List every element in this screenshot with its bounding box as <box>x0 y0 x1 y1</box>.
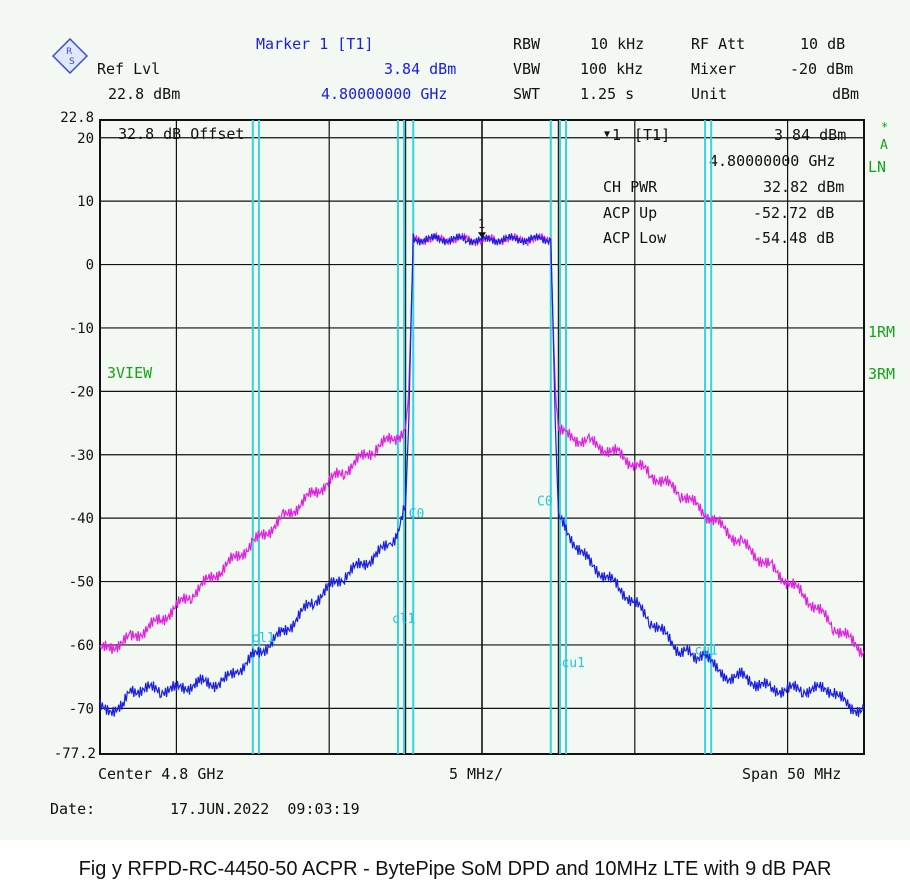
acp-up-value: -52.72 dB <box>753 204 835 222</box>
y-tick-label: -30 <box>69 448 94 464</box>
channel-label: cu1 <box>561 656 584 671</box>
plot-frame <box>99 119 865 755</box>
marker1-label: [T1] <box>634 126 671 144</box>
mixer-value: -20 dBm <box>790 60 854 78</box>
vbw-value: 100 kHz <box>580 60 644 78</box>
rbw-value: 10 kHz <box>590 35 645 53</box>
marker1-frequency: 4.80000000 GHz <box>709 152 836 170</box>
division-label: 5 MHz/ <box>449 765 504 783</box>
y-tick-label: -70 <box>69 701 94 717</box>
date-label: Date: <box>50 800 96 818</box>
channel-label: cl1 <box>392 612 415 627</box>
analyzer-screen: R S Marker 1 [T1] Ref Lvl 3.84 dBm 22.8 … <box>0 0 910 840</box>
swt-value: 1.25 s <box>580 85 635 103</box>
ch-pwr-label: CH PWR <box>603 178 658 196</box>
y-tick-label: 10 <box>77 194 94 210</box>
marker1-value: 3.84 dBm <box>774 126 847 144</box>
ch-pwr-value: 32.82 dBm <box>763 178 845 196</box>
trace-3rm-indicator: 3RM <box>868 365 896 383</box>
ref-level-label: Ref Lvl <box>97 60 161 78</box>
span-label: Span 50 MHz <box>742 765 842 783</box>
swt-label: SWT <box>513 85 541 103</box>
rf-att-label: RF Att <box>691 35 746 53</box>
marker-level: 3.84 dBm <box>384 60 457 78</box>
spectrum-plot: 20 10 0 -10 -20 -30 -40 -50 -60 -70 22.8 -77.2 C0 C0 c… <box>54 110 865 762</box>
marker-label: 1 <box>478 217 485 231</box>
acp-up-label: ACP Up <box>603 204 658 222</box>
marker-frequency: 4.80000000 GHz <box>321 85 448 103</box>
channel-label: C0 <box>537 494 553 509</box>
view-indicator: 3VIEW <box>107 364 153 382</box>
channel-label: C0 <box>409 507 425 522</box>
unit-value: dBm <box>832 85 860 103</box>
channel-label: cl1 <box>251 631 274 646</box>
rohde-schwarz-logo-icon: R S <box>52 38 88 74</box>
marker-point <box>478 232 486 239</box>
svg-text:R: R <box>66 47 72 57</box>
y-tick-label: -10 <box>69 321 94 337</box>
marker-info-box: ▼ 1 [T1] 3.84 dBm 4.80000000 GHz CH PWR … <box>596 125 864 255</box>
y-tick-label: 0 <box>86 258 94 274</box>
y-tick-label: -40 <box>69 511 94 527</box>
acp-low-label: ACP Low <box>603 229 667 247</box>
y-tick-label: -60 <box>69 638 94 654</box>
mixer-label: Mixer <box>691 60 737 78</box>
rbw-label: RBW <box>513 35 541 53</box>
trace-line-2 <box>99 233 865 718</box>
acp-low-value: -54.48 dB <box>753 229 835 247</box>
channel-label: cu1 <box>694 643 717 658</box>
marker-triangle-icon: ▼ <box>604 129 611 140</box>
marker-title: Marker 1 [T1] <box>256 35 374 53</box>
svg-text:S: S <box>69 57 75 67</box>
figure-caption: Fig y RFPD-RC-4450-50 ACPR - BytePipe So… <box>78 858 832 880</box>
rf-att-value: 10 dB <box>800 35 846 53</box>
ref-level-value: 22.8 dBm <box>108 85 181 103</box>
trace-a-indicator: A <box>880 138 888 153</box>
date-value: 17.JUN.2022 09:03:19 <box>170 800 360 818</box>
y-tick-label: 20 <box>77 131 94 147</box>
unit-label: Unit <box>691 85 728 103</box>
y-bottom-label: -77.2 <box>54 746 96 762</box>
y-top-label: 22.8 <box>60 110 94 126</box>
star-indicator: * <box>881 120 889 134</box>
y-tick-label: -50 <box>69 575 94 591</box>
y-tick-label: -20 <box>69 384 94 400</box>
center-frequency: Center 4.8 GHz <box>98 765 225 783</box>
vbw-label: VBW <box>513 60 541 78</box>
ln-indicator: LN <box>868 158 887 176</box>
trace-1rm-indicator: 1RM <box>868 323 896 341</box>
ref-offset-label: 32.8 dB Offset <box>118 125 245 143</box>
